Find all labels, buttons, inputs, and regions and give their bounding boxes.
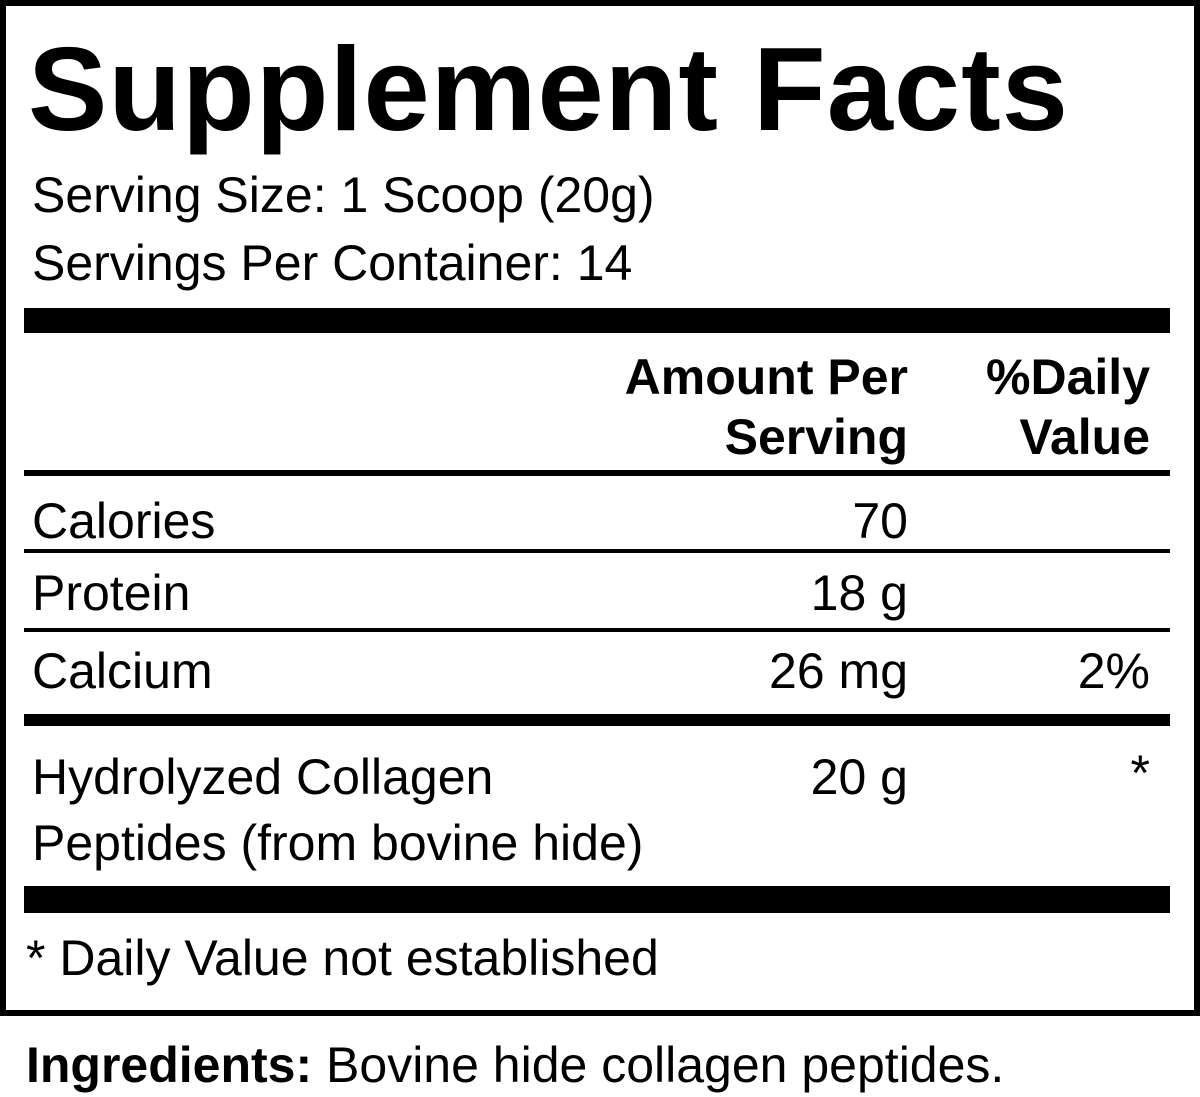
thick-divider — [24, 714, 1170, 726]
ingredients-text: Bovine hide collagen peptides. — [312, 1037, 1005, 1093]
servings-per-container: Servings Per Container: 14 — [32, 235, 633, 291]
panel-title: Supplement Facts — [28, 23, 1069, 156]
row-collagen-name-line2: Peptides (from bovine hide) — [32, 815, 644, 871]
supplement-facts-panel — [0, 0, 1200, 1016]
row-protein-amount: 18 g — [810, 565, 908, 621]
footnote: * Daily Value not established — [26, 930, 659, 986]
row-calcium-name: Calcium — [32, 643, 213, 699]
ingredients-label: Ingredients: — [26, 1037, 313, 1093]
row-calories-amount: 70 — [852, 493, 908, 549]
row-protein-name: Protein — [32, 565, 191, 621]
dv-header-line1: %Daily — [986, 349, 1150, 405]
row-collagen-dv: * — [1130, 745, 1150, 801]
thin-divider — [24, 549, 1170, 553]
dv-header-line2: Value — [1019, 409, 1150, 465]
thin-divider — [24, 628, 1170, 632]
ingredients: Ingredients: Bovine hide collagen peptid… — [26, 1040, 1004, 1090]
amount-header-line2: Serving — [724, 409, 908, 465]
amount-header-line1: Amount Per — [624, 349, 908, 405]
thick-divider — [24, 886, 1170, 913]
row-calcium-amount: 26 mg — [769, 643, 908, 699]
row-collagen-name-line1: Hydrolyzed Collagen — [32, 749, 494, 805]
medium-divider — [24, 470, 1170, 476]
serving-size: Serving Size: 1 Scoop (20g) — [32, 167, 655, 223]
thick-divider — [24, 308, 1170, 333]
row-calories-name: Calories — [32, 493, 216, 549]
row-calcium-dv: 2% — [1077, 643, 1150, 699]
row-collagen-amount: 20 g — [810, 749, 908, 805]
